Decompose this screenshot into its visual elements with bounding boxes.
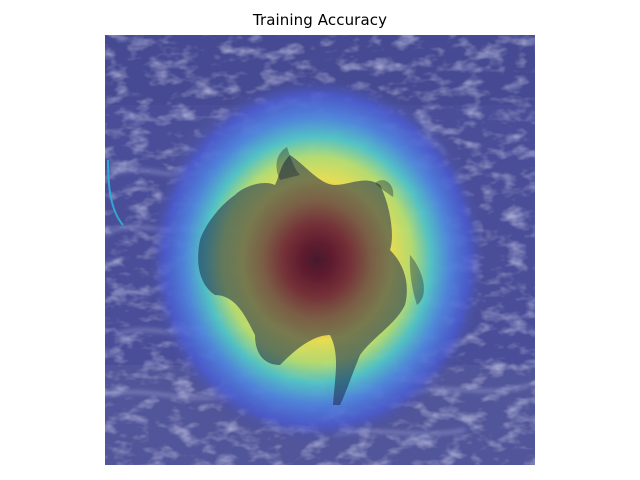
plot-title: Training Accuracy [252, 11, 388, 29]
gradcam-heatmap-overlay-icon [105, 35, 535, 465]
image-axes [105, 35, 535, 465]
